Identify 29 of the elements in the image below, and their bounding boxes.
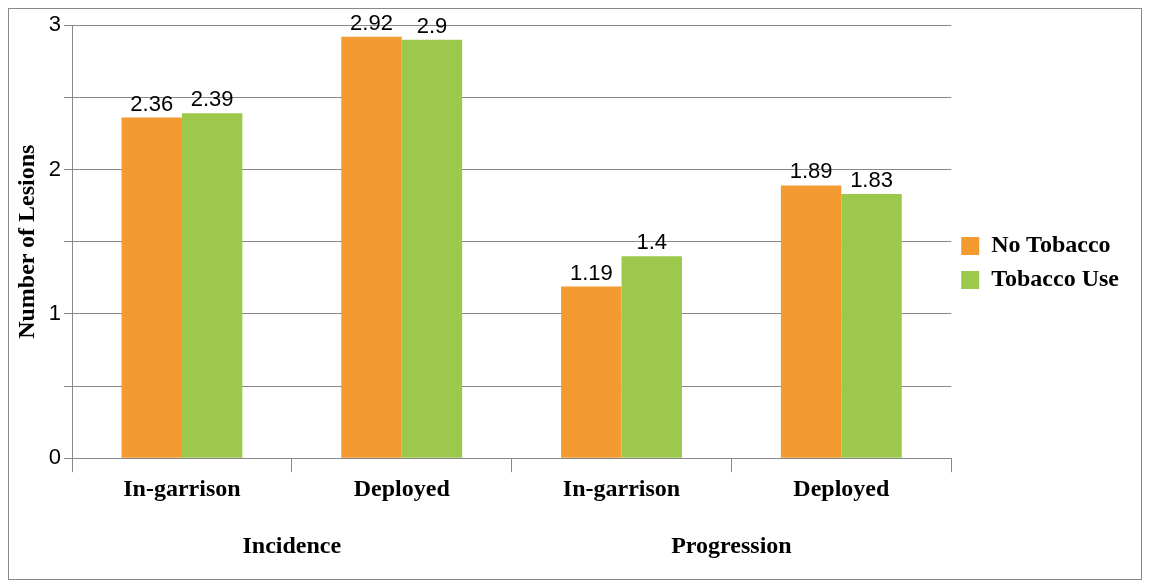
- y-tick-label: 1: [48, 299, 62, 325]
- legend-label: No Tobacco: [991, 231, 1111, 258]
- y-tick-label: 2: [48, 155, 62, 181]
- data-label: 2.39: [190, 86, 234, 112]
- y-tick-label: 3: [48, 11, 62, 37]
- x-tick-label: In-garrison: [562, 474, 681, 501]
- x-tick-label: In-garrison: [123, 474, 241, 501]
- bar: [561, 286, 622, 458]
- y-axis-title: Number of Lesions: [12, 144, 39, 339]
- x-tick-label: Deployed: [353, 474, 451, 501]
- bar: [780, 185, 842, 458]
- text: Progression: [671, 532, 792, 559]
- legend-label: Tobacco Use: [991, 265, 1120, 292]
- bar: [341, 36, 402, 458]
- data-label: 1.89: [789, 158, 833, 184]
- data-label: 1.83: [850, 167, 893, 193]
- data-label: 1.19: [569, 259, 613, 285]
- data-label: 2.9: [416, 12, 448, 38]
- y-tick-label: 0: [48, 444, 62, 470]
- data-label: 1.4: [636, 229, 668, 255]
- bar: [181, 113, 243, 458]
- bar: [621, 256, 682, 458]
- data-label: 2.92: [350, 9, 393, 35]
- text: Incidence: [242, 532, 342, 559]
- bar: [401, 39, 463, 458]
- bar: [841, 194, 902, 458]
- data-label: 2.36: [130, 90, 174, 116]
- bar: [121, 117, 182, 458]
- x-tick-label: Deployed: [793, 474, 890, 501]
